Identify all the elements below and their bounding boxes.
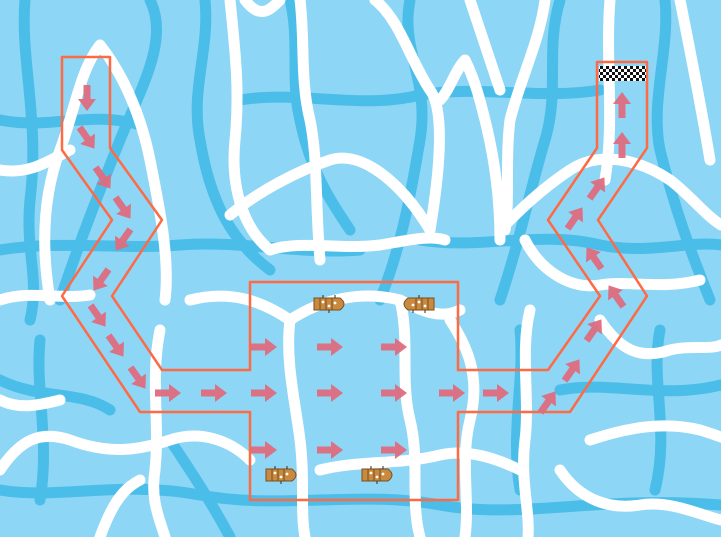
- checkered-flag-icon: [599, 66, 646, 81]
- wooden-boat-icon[interactable]: [314, 295, 344, 313]
- wooden-boat-icon[interactable]: [266, 466, 296, 484]
- wooden-boat-icon[interactable]: [404, 295, 434, 313]
- wooden-boat-icon[interactable]: [362, 466, 392, 484]
